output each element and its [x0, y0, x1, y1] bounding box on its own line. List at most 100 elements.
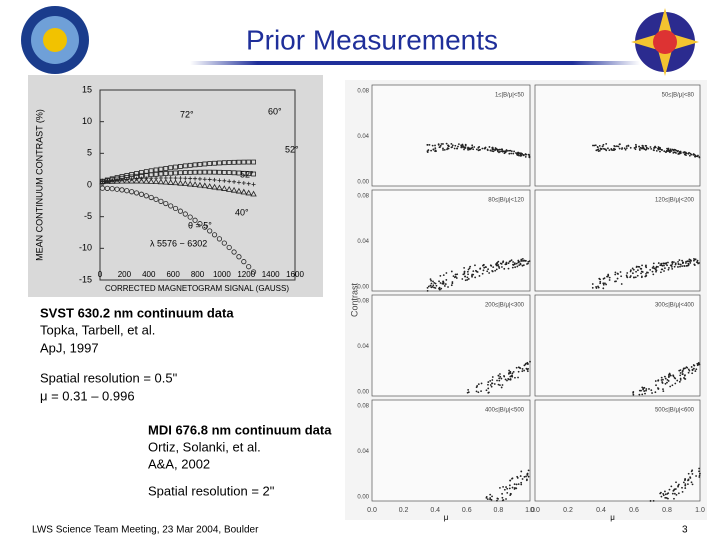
point: [687, 479, 689, 482]
point: [429, 278, 432, 280]
panel-label: 50≤|B/μ|<80: [662, 93, 695, 99]
point: [467, 278, 470, 280]
x-tick-label: 0.2: [399, 507, 409, 514]
panel: [534, 189, 701, 292]
point: [500, 377, 503, 380]
point: [494, 269, 497, 272]
y-tick-label: 0.08: [357, 89, 369, 95]
point: [634, 148, 637, 151]
point: [471, 275, 473, 278]
marker: [226, 160, 232, 165]
point: [645, 146, 648, 149]
marker: [128, 177, 135, 184]
marker: [196, 181, 204, 188]
point: [684, 262, 687, 264]
marker: [113, 177, 121, 184]
point: [477, 383, 480, 386]
point: [666, 492, 669, 495]
point: [614, 271, 617, 274]
marker: [221, 160, 227, 166]
marker: [168, 170, 174, 176]
panel-label: 400≤|B/μ|<500: [485, 408, 525, 414]
point: [641, 386, 644, 389]
marker: [138, 191, 145, 197]
marker: [158, 171, 164, 177]
point: [508, 369, 510, 372]
mdi-resolution: Spatial resolution = 2": [148, 483, 275, 498]
point: [491, 382, 493, 385]
x-tick-label: 0.0: [530, 507, 540, 514]
y-tick-label: -15: [79, 274, 92, 284]
x-tick-label: 600: [166, 270, 180, 279]
point: [457, 145, 459, 148]
point: [691, 473, 694, 475]
x-tick-label: 0.4: [596, 507, 606, 514]
point: [664, 267, 666, 270]
point: [661, 264, 664, 267]
point: [670, 265, 673, 268]
point: [472, 148, 475, 151]
point: [503, 152, 506, 155]
point: [499, 150, 501, 153]
point: [638, 145, 640, 148]
point: [520, 483, 523, 486]
point: [503, 488, 506, 491]
point: [501, 148, 504, 151]
point: [524, 155, 527, 158]
point: [681, 265, 684, 267]
marker: [193, 176, 198, 181]
point: [507, 267, 510, 270]
point: [497, 383, 500, 386]
y-tick-label: -10: [79, 243, 92, 253]
panel-label: 80≤|B/μ|<120: [488, 198, 524, 204]
point: [681, 486, 683, 489]
panel-label: 120≤|B/μ|<200: [655, 198, 695, 204]
point: [467, 146, 469, 149]
point: [485, 496, 488, 499]
point: [440, 287, 443, 290]
point: [500, 386, 503, 389]
point: [491, 495, 493, 498]
point: [517, 370, 520, 373]
marker: [230, 186, 238, 193]
point: [486, 149, 489, 152]
point: [489, 384, 492, 386]
point: [655, 149, 658, 152]
point: [518, 264, 521, 267]
point: [526, 363, 529, 365]
point: [464, 143, 467, 146]
point: [633, 276, 635, 279]
x-tick-label: 200: [118, 270, 132, 279]
point: [642, 147, 645, 150]
point: [499, 375, 502, 378]
marker: [217, 160, 222, 166]
point: [522, 154, 525, 157]
point: [638, 389, 641, 392]
point: [472, 273, 475, 276]
point: [660, 495, 663, 498]
point: [647, 271, 649, 274]
point: [677, 266, 679, 268]
point: [508, 487, 511, 490]
point: [660, 376, 663, 379]
point: [654, 380, 657, 382]
point: [498, 267, 501, 269]
point: [632, 393, 635, 396]
point: [683, 377, 686, 380]
point: [434, 282, 437, 285]
panel-label: 500≤|B/μ|<600: [655, 408, 695, 414]
point: [517, 376, 519, 379]
point: [509, 372, 512, 375]
marker: [172, 179, 179, 186]
point: [432, 280, 434, 283]
point: [528, 156, 531, 159]
point: [438, 280, 440, 283]
point: [526, 370, 529, 373]
point: [508, 152, 511, 155]
point: [518, 152, 521, 155]
point: [487, 383, 489, 386]
point: [456, 147, 459, 150]
marker: [158, 166, 164, 172]
point: [487, 381, 490, 383]
panel-label: 300≤|B/μ|<400: [655, 303, 695, 309]
